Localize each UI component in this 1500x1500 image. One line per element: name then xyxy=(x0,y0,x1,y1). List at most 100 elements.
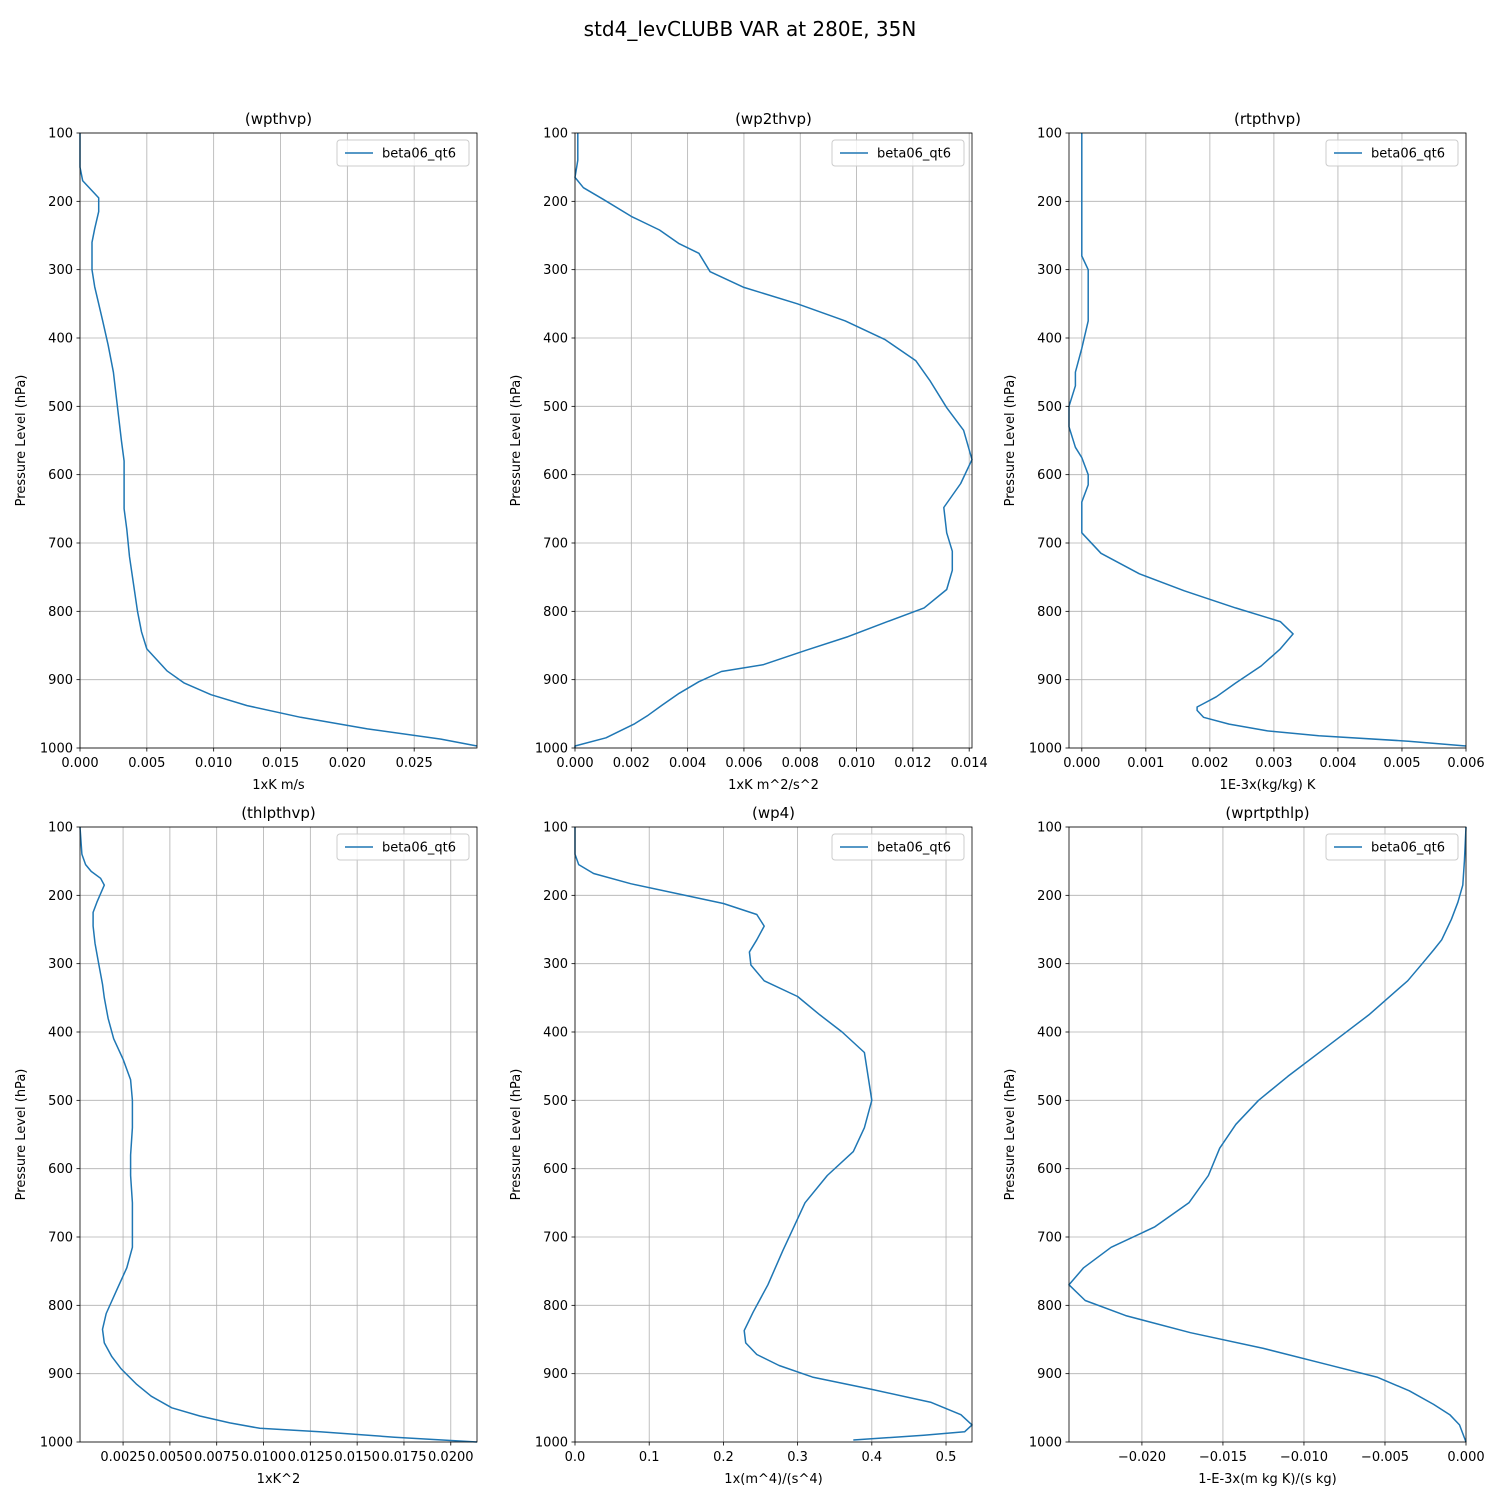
y-tick-label: 900 xyxy=(543,673,568,688)
y-tick-label: 500 xyxy=(1037,400,1062,415)
y-tick-label: 100 xyxy=(1037,821,1062,836)
y-tick-label: 700 xyxy=(543,1231,568,1246)
y-tick-label: 200 xyxy=(543,195,568,210)
x-tick-label: 0.020 xyxy=(329,756,366,771)
grid-lines xyxy=(1069,132,1467,749)
series-line xyxy=(79,826,478,1443)
legend-box xyxy=(1325,833,1459,861)
axes-frame xyxy=(574,826,973,1443)
y-tick-label: 800 xyxy=(48,1299,73,1314)
legend-box xyxy=(336,833,470,861)
y-tick-label: 200 xyxy=(48,195,73,210)
legend-label: beta06_qt6 xyxy=(877,841,951,856)
y-tick-label: 700 xyxy=(1037,537,1062,552)
y-tick-label: 800 xyxy=(48,605,73,620)
legend: beta06_qt6 xyxy=(1325,833,1459,861)
y-tick-label: 300 xyxy=(48,263,73,278)
x-axis-label: 1xK m/s xyxy=(252,778,305,793)
series-line xyxy=(574,827,973,1441)
x-tick-label: 0.0200 xyxy=(428,1450,474,1465)
y-tick-label: 400 xyxy=(48,1026,73,1041)
y-axis-label: Pressure Level (hPa) xyxy=(509,1069,524,1201)
y-tick-label: 1000 xyxy=(1029,1436,1062,1451)
legend-label: beta06_qt6 xyxy=(1371,841,1445,856)
x-tick-label: 0.008 xyxy=(782,756,819,771)
y-axis-label: Pressure Level (hPa) xyxy=(14,1069,29,1201)
x-tick-label: 0.006 xyxy=(725,756,762,771)
legend: beta06_qt6 xyxy=(336,833,470,861)
x-tick-label: 0.005 xyxy=(128,756,165,771)
y-tick-label: 300 xyxy=(1037,263,1062,278)
subplot-3: 0.000 0.001 0.002 0.003 0.004 0.005 0.006 100 20… xyxy=(1003,110,1485,793)
legend-label: beta06_qt6 xyxy=(382,841,456,856)
x-axis-label: 1xK m^2/s^2 xyxy=(728,778,819,793)
y-tick-label: 200 xyxy=(1037,889,1062,904)
legend-box xyxy=(1325,139,1459,167)
y-tick-label: 700 xyxy=(543,537,568,552)
y-tick-label: 300 xyxy=(543,263,568,278)
y-tick-label: 500 xyxy=(1037,1094,1062,1109)
y-tick-label: 300 xyxy=(1037,957,1062,972)
y-tick-label: 500 xyxy=(48,400,73,415)
y-tick-label: 500 xyxy=(48,1094,73,1109)
legend: beta06_qt6 xyxy=(831,139,965,167)
x-tick-label: 0.025 xyxy=(396,756,433,771)
y-axis-label: Pressure Level (hPa) xyxy=(14,375,29,507)
grid-lines xyxy=(574,826,972,1443)
x-tick-label: 0.015 xyxy=(262,756,299,771)
y-tick-label: 100 xyxy=(1037,127,1062,142)
subplot-title: (rtpthvp) xyxy=(1234,110,1301,128)
x-tick-label: 0.012 xyxy=(894,756,931,771)
y-tick-label: 800 xyxy=(543,1299,568,1314)
series-line xyxy=(79,133,478,747)
x-tick-label: 0.0150 xyxy=(334,1450,380,1465)
x-tick-label: −0.010 xyxy=(1280,1450,1328,1465)
x-tick-label: 0.010 xyxy=(195,756,232,771)
legend-label: beta06_qt6 xyxy=(1371,147,1445,162)
y-tick-label: 400 xyxy=(543,332,568,347)
x-tick-label: 0.004 xyxy=(1319,756,1356,771)
x-tick-label: 0.5 xyxy=(936,1450,957,1465)
y-tick-label: 900 xyxy=(1037,673,1062,688)
x-tick-label: 0.0025 xyxy=(100,1450,146,1465)
subplot-title: (wpthvp) xyxy=(245,110,312,128)
y-tick-label: 900 xyxy=(1037,1367,1062,1382)
y-tick-label: 900 xyxy=(48,1367,73,1382)
figure-title: std4_levCLUBB VAR at 280E, 35N xyxy=(584,17,917,41)
y-tick-label: 1000 xyxy=(1029,742,1062,757)
y-tick-label: 1000 xyxy=(535,1436,568,1451)
grid-lines xyxy=(79,132,477,749)
y-tick-label: 400 xyxy=(543,1026,568,1041)
y-tick-label: 500 xyxy=(543,400,568,415)
subplot-5: 0.0 0.1 0.2 0.3 0.4 0.5 100 200 300 400 500 600 700 8… xyxy=(509,804,973,1487)
y-tick-label: 900 xyxy=(48,673,73,688)
subplot-1: 0.000 0.005 0.010 0.015 0.020 0.025 100 200 300 4… xyxy=(14,110,478,793)
y-tick-label: 1000 xyxy=(535,742,568,757)
x-tick-label: 0.0175 xyxy=(381,1450,427,1465)
legend-label: beta06_qt6 xyxy=(877,147,951,162)
y-tick-label: 700 xyxy=(48,1231,73,1246)
x-tick-label: 0.004 xyxy=(669,756,706,771)
y-tick-label: 600 xyxy=(543,1162,568,1177)
y-tick-label: 400 xyxy=(1037,332,1062,347)
x-tick-label: 0.001 xyxy=(1127,756,1164,771)
x-tick-label: 0.000 xyxy=(1063,756,1100,771)
y-tick-label: 400 xyxy=(48,332,73,347)
x-tick-label: 0.0125 xyxy=(288,1450,334,1465)
x-axis-label: 1-E-3x(m kg K)/(s kg) xyxy=(1198,1472,1336,1487)
x-tick-label: 0.4 xyxy=(861,1450,882,1465)
x-tick-label: 0.006 xyxy=(1447,756,1484,771)
series-line xyxy=(1068,133,1467,747)
grid-lines xyxy=(574,132,972,749)
y-tick-label: 900 xyxy=(543,1367,568,1382)
y-tick-label: 600 xyxy=(1037,468,1062,483)
subplot-2: 0.000 0.002 0.004 0.006 0.008 0.010 0.012 0.014… xyxy=(509,110,988,793)
legend-box xyxy=(336,139,470,167)
legend-box xyxy=(831,139,965,167)
subplot-title: (wp2thvp) xyxy=(735,110,812,128)
axes-frame xyxy=(1068,826,1467,1443)
x-tick-label: 0.3 xyxy=(787,1450,808,1465)
x-axis-label: 1xK^2 xyxy=(257,1472,301,1487)
y-tick-label: 200 xyxy=(48,889,73,904)
